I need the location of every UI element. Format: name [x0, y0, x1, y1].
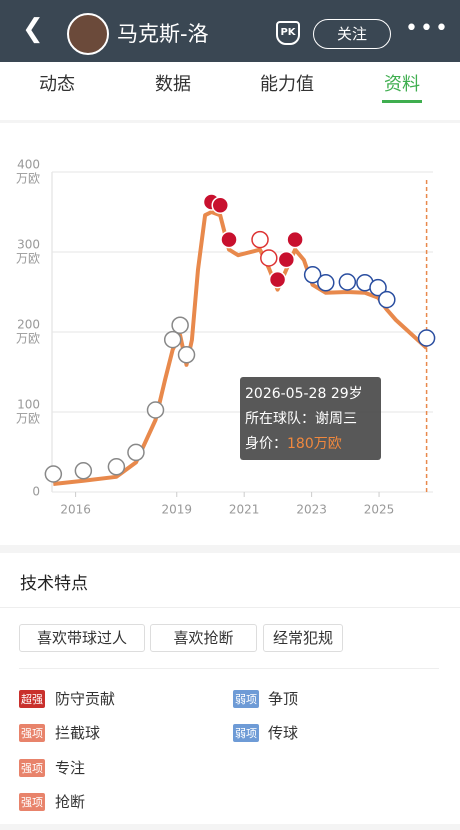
level-badge: 超强 — [19, 690, 45, 708]
y-tick-label: 100 — [17, 398, 40, 412]
club-badge — [44, 465, 63, 483]
club-badge — [107, 458, 126, 476]
tooltip-value: 180万欧 — [287, 436, 342, 452]
y-tick-unit: 万欧 — [16, 332, 40, 346]
y-tick-unit: 万欧 — [16, 252, 40, 266]
value-line — [53, 210, 428, 486]
feature-text: 拦截球 — [55, 724, 101, 742]
feature-tag: 喜欢带球过人 — [19, 624, 145, 652]
tab[interactable]: 数据 — [155, 74, 191, 95]
tab[interactable]: 资料 — [384, 74, 420, 95]
y-tick-label: 0 — [32, 485, 40, 499]
y-tick-label: 200 — [17, 318, 40, 332]
tab[interactable]: 能力值 — [260, 74, 314, 95]
section-title: 技术特点 — [20, 574, 88, 594]
tooltip-date: 2026-05-28 — [245, 386, 327, 402]
x-tick-label: 2021 — [229, 503, 260, 517]
level-badge: 弱项 — [233, 724, 259, 742]
more-button[interactable]: ••• — [405, 16, 450, 41]
feature-text: 争顶 — [268, 690, 299, 708]
feature-text: 抢断 — [55, 793, 86, 811]
club-badge — [369, 278, 387, 297]
club-badge — [378, 290, 396, 309]
y-tick-unit: 万欧 — [16, 172, 40, 186]
x-tick-label: 2023 — [296, 503, 327, 517]
y-tick-label: 300 — [17, 238, 40, 252]
tooltip-value-label: 身价： — [245, 436, 287, 452]
club-badge — [251, 230, 269, 249]
header: ❮ 马克斯-洛 PK 关注 ••• — [0, 0, 460, 62]
club-badge — [286, 230, 304, 249]
follow-button[interactable]: 关注 — [313, 19, 391, 49]
divider — [0, 120, 460, 123]
club-badge — [277, 250, 296, 269]
club-badge — [303, 266, 322, 284]
club-badge — [127, 443, 145, 462]
x-tick-label: 2016 — [60, 503, 91, 517]
x-tick-label: 2025 — [364, 503, 395, 517]
feature-tag: 经常犯规 — [263, 624, 343, 652]
divider — [19, 668, 439, 669]
level-badge: 弱项 — [233, 690, 259, 708]
club-badge — [163, 330, 182, 349]
divider — [0, 607, 460, 608]
club-badge — [417, 329, 436, 347]
level-badge: 强项 — [19, 759, 45, 777]
club-badge — [317, 274, 335, 292]
divider — [0, 545, 460, 553]
tooltip-age: 29岁 — [330, 386, 363, 402]
club-badge — [74, 462, 93, 480]
player-name: 马克斯-洛 — [117, 22, 209, 46]
x-tick-label: 2019 — [161, 503, 192, 517]
club-badge — [268, 270, 287, 289]
avatar — [67, 13, 109, 55]
tooltip-team-label: 所在球队： — [245, 411, 315, 427]
feature-text: 专注 — [55, 759, 86, 777]
feature-tag: 喜欢抢断 — [150, 624, 257, 652]
club-badge — [220, 230, 238, 249]
level-badge: 强项 — [19, 724, 45, 742]
tooltip-team: 谢周三 — [315, 411, 357, 427]
y-tick-unit: 万欧 — [16, 412, 40, 426]
pk-button[interactable]: PK — [276, 21, 300, 45]
level-badge: 强项 — [19, 793, 45, 811]
club-badge — [177, 346, 196, 364]
back-button[interactable]: ❮ — [22, 14, 44, 44]
club-badge — [338, 273, 357, 291]
club-badge — [146, 401, 165, 419]
y-tick-label: 400 — [17, 158, 40, 172]
club-badge — [260, 249, 278, 267]
divider — [0, 824, 460, 830]
tooltip: 2026-05-28 29岁 所在球队：谢周三 身价：180万欧 — [240, 377, 381, 460]
feature-text: 传球 — [268, 724, 299, 742]
tab[interactable]: 动态 — [39, 74, 75, 95]
tab-underline — [382, 100, 422, 103]
feature-text: 防守贡献 — [55, 690, 116, 708]
club-badge — [211, 196, 229, 214]
club-badge — [171, 316, 189, 334]
